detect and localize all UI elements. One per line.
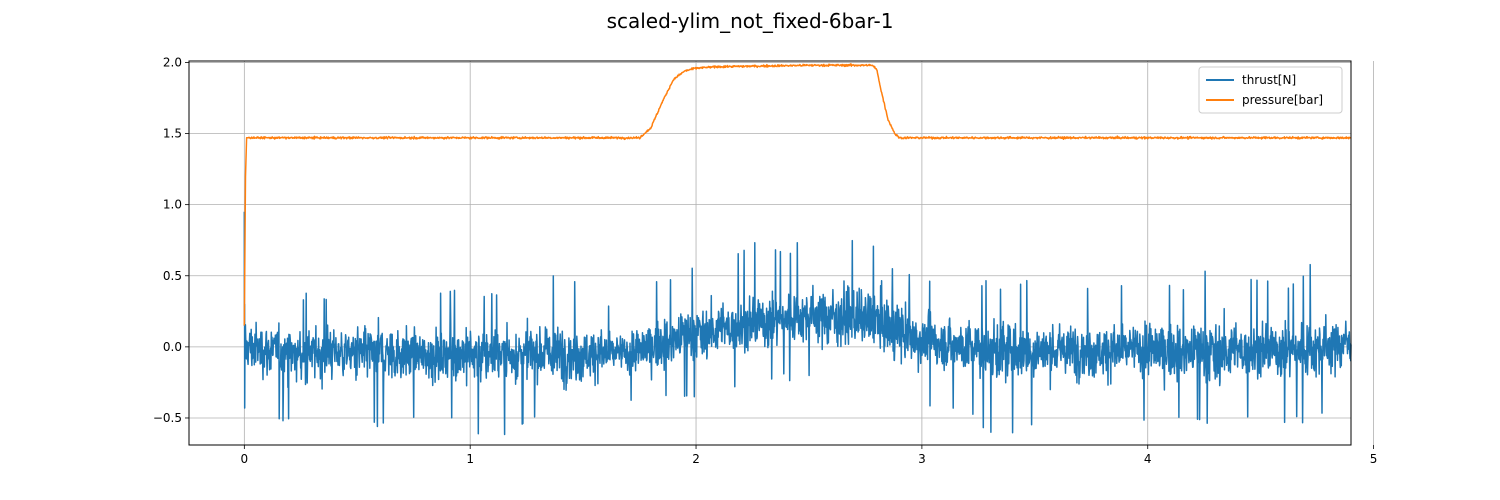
y-tick-label: −0.5: [153, 411, 182, 425]
y-tick-label: 0.0: [163, 340, 182, 354]
series-line-thrust: [243, 211, 1352, 436]
y-tick-label: 1.0: [163, 198, 182, 212]
y-tick-label: 0.5: [163, 269, 182, 283]
legend: thrust[N] pressure[bar]: [1198, 66, 1343, 114]
axes: 0 1 2 3 4 5 −0.5 0.0 0.5 1.0 1.5 2.0: [153, 55, 1378, 466]
legend-label: pressure[bar]: [1242, 93, 1323, 107]
x-tick-label: 1: [466, 452, 474, 466]
legend-box: [1198, 66, 1343, 114]
x-tick-label: 5: [1370, 452, 1378, 466]
y-tick-label: 2.0: [163, 55, 182, 69]
plot-frame: [188, 60, 1352, 446]
x-tick-label: 0: [241, 452, 249, 466]
x-tick-label: 2: [692, 452, 700, 466]
series-line-pressure: [243, 63, 1352, 326]
x-tick-label: 3: [918, 452, 926, 466]
y-tick-label: 1.5: [163, 127, 182, 141]
x-tick-label: 4: [1144, 452, 1152, 466]
legend-label: thrust[N]: [1242, 73, 1296, 87]
series-layer: [243, 63, 1352, 436]
chart-title: scaled-ylim_not_fixed-6bar-1: [607, 9, 894, 33]
